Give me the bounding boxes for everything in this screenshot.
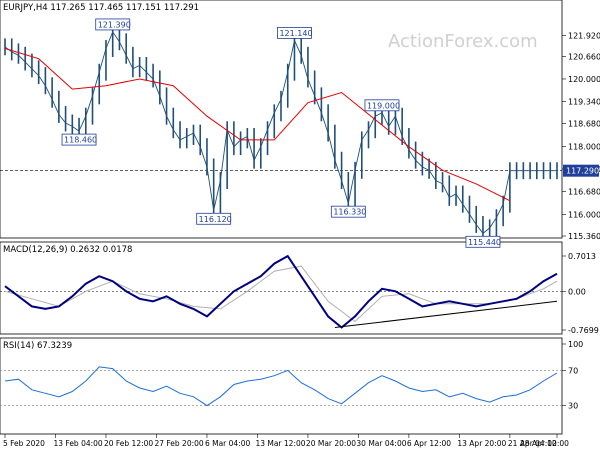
x-tick-label: 6 Mar 04:00 bbox=[205, 439, 251, 448]
price-y-tick-label: 115.360 bbox=[568, 232, 600, 241]
price-layer: 121.920 120.660 120.000 119.340 118.680 118.0… bbox=[0, 18, 600, 248]
price-annotation-label: 116.330 bbox=[333, 208, 366, 217]
x-tick-label: 28 Apr 12:00 bbox=[520, 439, 569, 448]
current-price-box bbox=[563, 164, 599, 177]
x-axis: 5 Feb 2020 13 Feb 04:00 20 Feb 12:00 27 Feb… bbox=[3, 434, 569, 448]
price-panel-header: EURJPY,H4 117.265 117.465 117.151 117.29… bbox=[3, 3, 199, 13]
price-annotation-box bbox=[330, 205, 366, 218]
rsi-line bbox=[4, 366, 558, 407]
macd-y-tick-label: -0.7699 bbox=[568, 326, 599, 335]
price-y-tick-label: 118.000 bbox=[568, 143, 600, 152]
macd-y-tick-label: 0.7013 bbox=[568, 252, 596, 261]
price-annotation-box bbox=[465, 235, 501, 248]
x-tick-label: 21 Apr 04:00 bbox=[508, 439, 557, 448]
macd-signal-line bbox=[4, 265, 558, 323]
price-annotation: 121.140 bbox=[277, 26, 313, 39]
macd-line bbox=[4, 254, 558, 329]
price-y-tick-label: 116.000 bbox=[568, 210, 600, 219]
panel-frames bbox=[0, 0, 563, 435]
current-price-label: 117.290 bbox=[566, 167, 599, 176]
macd-y-tick-label: 0.00 bbox=[568, 287, 586, 296]
x-tick-label: 13 Apr 20:00 bbox=[457, 439, 506, 448]
rsi-layer: 100 70 30 bbox=[0, 340, 583, 411]
price-y-tick-label: 119.340 bbox=[568, 97, 600, 106]
price-annotation-label: 118.460 bbox=[64, 136, 97, 145]
rsi-y-tick-label: 70 bbox=[568, 366, 578, 375]
price-y-tick-label: 116.680 bbox=[568, 187, 600, 196]
rsi-y-tick-label: 30 bbox=[568, 402, 578, 411]
price-annotation-box bbox=[364, 99, 400, 112]
x-tick-label: 27 Feb 20:00 bbox=[154, 439, 203, 448]
price-annotation-label: 119.000 bbox=[367, 101, 400, 110]
price-y-tick-label: 121.920 bbox=[568, 31, 600, 40]
x-tick-label: 5 Feb 2020 bbox=[3, 439, 45, 448]
sma-line bbox=[4, 48, 511, 202]
price-annotation-box bbox=[196, 212, 232, 225]
price-annotation: 116.330 bbox=[330, 205, 366, 218]
macd-panel-frame bbox=[0, 241, 563, 335]
rsi-panel-header: RSI(14) 67.3239 bbox=[3, 341, 72, 351]
rsi-y-tick-label: 100 bbox=[568, 340, 583, 349]
price-annotation: 119.000 bbox=[364, 99, 400, 112]
price-annotation-label: 115.440 bbox=[468, 238, 501, 247]
macd-trendline bbox=[334, 300, 558, 328]
price-y-tick-label: 118.680 bbox=[568, 120, 600, 129]
price-annotation-box bbox=[61, 133, 97, 146]
price-annotation-label: 121.390 bbox=[98, 20, 131, 29]
price-annotation: 118.460 bbox=[61, 133, 97, 146]
price-annotation-label: 121.140 bbox=[279, 29, 312, 38]
price-annotation: 121.390 bbox=[95, 18, 131, 31]
price-annotation: 116.120 bbox=[196, 212, 232, 225]
x-tick-label: 6 Apr 12:00 bbox=[407, 439, 451, 448]
chart-watermark: ActionForex.com bbox=[388, 31, 538, 52]
price-y-tick-label: 120.000 bbox=[568, 75, 600, 84]
price-annotation-box bbox=[277, 26, 312, 39]
x-tick-label: 13 Mar 12:00 bbox=[255, 439, 305, 448]
price-annotation-box bbox=[95, 18, 131, 31]
x-tick-label: 20 Mar 20:00 bbox=[306, 439, 356, 448]
x-tick-label: 13 Feb 04:00 bbox=[53, 439, 102, 448]
x-tick-label: 30 Mar 04:00 bbox=[356, 439, 406, 448]
x-tick-label: 20 Feb 12:00 bbox=[104, 439, 153, 448]
price-y-tick-label: 120.660 bbox=[568, 53, 600, 62]
price-panel-frame bbox=[0, 0, 563, 239]
price-annotation-label: 116.120 bbox=[199, 215, 232, 224]
macd-panel-header: MACD(12,26,9) 0.2632 0.0178 bbox=[3, 245, 132, 255]
price-line bbox=[4, 30, 557, 234]
price-annotation: 115.440 bbox=[465, 235, 501, 248]
macd-layer: 0.7013 0.00 -0.7699 bbox=[0, 252, 599, 335]
rsi-panel-frame bbox=[0, 337, 563, 435]
